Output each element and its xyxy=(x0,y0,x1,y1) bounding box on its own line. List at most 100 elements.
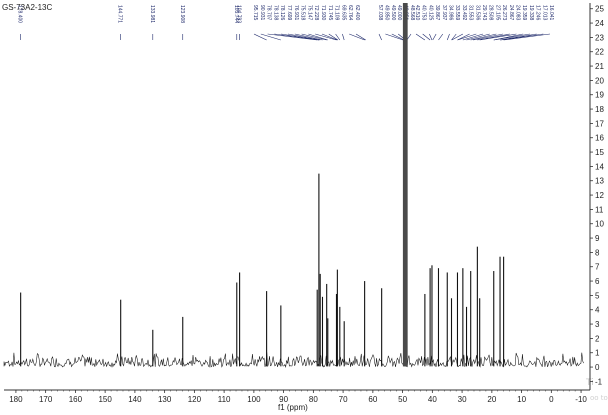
peak-label-leader xyxy=(321,33,338,41)
peak-label: 42.510 xyxy=(414,5,420,21)
y-tick-label: 20 xyxy=(595,76,604,85)
x-tick-label: 180 xyxy=(9,395,23,404)
peak-label: 19.359 xyxy=(521,5,527,21)
y-tick-label: 4 xyxy=(595,306,600,315)
x-tick-label: 90 xyxy=(279,395,288,404)
peak-label: 40.753 xyxy=(421,5,427,21)
peak-label: 69.635 xyxy=(340,5,346,21)
y-tick-label: 2 xyxy=(595,334,600,343)
y-tick-label: 24 xyxy=(595,19,604,28)
x-tick-label: 120 xyxy=(188,395,202,404)
x-tick-label: 150 xyxy=(98,395,112,404)
x-tick-label: 50 xyxy=(398,395,407,404)
peak-label: 28.508 xyxy=(488,5,494,21)
peak-label: 144.771 xyxy=(117,5,123,23)
x-tick-label: -10 xyxy=(575,395,587,404)
x-tick-label: 130 xyxy=(158,395,172,404)
x-tick-label: 170 xyxy=(39,395,53,404)
x-tick-label: 30 xyxy=(458,395,467,404)
peak-label: 78.707 xyxy=(266,5,272,21)
peak-label: 48.568 xyxy=(409,5,415,21)
peak-label: 133.981 xyxy=(149,5,155,23)
peak-label: 76.931 xyxy=(293,5,299,21)
peak-label: 26.273 xyxy=(501,5,507,21)
peak-label: 78.126 xyxy=(279,5,285,21)
peak-label-leader xyxy=(328,33,339,41)
peak-label: 104.793 xyxy=(236,5,242,23)
peak-label-leader xyxy=(432,33,437,41)
peak-label-leader xyxy=(429,33,433,41)
x-tick-label: 80 xyxy=(309,395,318,404)
x-axis-title: f1 (ppm) xyxy=(278,403,308,412)
baseline-noise-trace xyxy=(3,352,584,368)
watermark-logo-small: oo to xyxy=(590,394,608,402)
peak-label: 105.744 xyxy=(233,5,239,23)
peak-label: 71.745 xyxy=(327,5,333,21)
peak-label: 27.105 xyxy=(494,5,500,21)
peak-label-leader xyxy=(466,33,490,41)
solvent-peak-band xyxy=(402,3,408,367)
spectrum-title: GS-73A2-13C xyxy=(2,3,53,12)
x-tick-label: 10 xyxy=(517,395,526,404)
y-tick-label: 25 xyxy=(595,5,604,14)
peak-label: 16.041 xyxy=(548,5,554,21)
x-tick-label: 0 xyxy=(549,395,554,404)
peak-label-leader xyxy=(378,33,382,41)
x-tick-label: 60 xyxy=(368,395,377,404)
peak-label-leader xyxy=(315,33,337,41)
peak-label-leader xyxy=(267,33,318,41)
baseline-noise xyxy=(3,352,584,368)
peak-label: 71.930 xyxy=(320,5,326,21)
peak-label: 29.743 xyxy=(481,5,487,21)
peak-label-leader xyxy=(301,33,327,41)
peak-label-leader xyxy=(253,33,267,41)
peak-label: 49.000 xyxy=(396,5,402,21)
y-tick-label: 3 xyxy=(595,320,600,329)
peak-label: 72.228 xyxy=(313,5,319,21)
peak-label: 31.536 xyxy=(474,5,480,21)
peak-label: 90.931 xyxy=(259,5,265,21)
peak-label: 78.138 xyxy=(272,5,278,21)
peak-label-leader xyxy=(342,33,345,41)
x-axis: 180 170 160 150 140 130 120 110 100 90 80 70 60 50 40 3… xyxy=(9,390,587,404)
peak-label: 24.083 xyxy=(515,5,521,21)
y-tick-label: 8 xyxy=(595,248,600,257)
x-tick-label: 140 xyxy=(128,395,142,404)
peak-label-leader xyxy=(457,33,470,41)
x-tick-label: 110 xyxy=(218,395,231,404)
peak-label: 31.553 xyxy=(468,5,474,21)
peak-label-leader xyxy=(470,33,497,41)
peak-label: 49.500 xyxy=(390,5,396,21)
peak-group xyxy=(20,3,505,367)
x-tick-label: 100 xyxy=(247,395,261,404)
peak-label-leader xyxy=(260,33,281,41)
y-tick-label: 16 xyxy=(595,134,604,143)
peak-label-leader xyxy=(335,33,341,41)
peak-label-leader xyxy=(308,33,328,41)
peak-label: 49.850 xyxy=(383,5,389,21)
y-tick-label: 1 xyxy=(595,349,600,358)
peak-label-leader xyxy=(281,33,319,41)
peak-label-leader xyxy=(422,33,431,41)
y-tick-label: 11 xyxy=(595,205,604,214)
y-tick-label: 19 xyxy=(595,91,604,100)
y-tick-label: 14 xyxy=(595,162,604,171)
x-tick-label: 160 xyxy=(69,395,83,404)
y-tick-label: -1 xyxy=(595,377,603,386)
peak-label-leader xyxy=(391,33,405,41)
peak-label: 39.867 xyxy=(434,5,440,21)
peak-label: 33.492 xyxy=(461,5,467,21)
y-tick-label: 22 xyxy=(595,48,604,57)
peak-label: 17.013 xyxy=(541,5,547,21)
peak-label-group: 178.400 144.771 133.981 123.908 105.744104.7… xyxy=(17,5,554,41)
peak-label: 24.867 xyxy=(508,5,514,21)
peak-label: 62.400 xyxy=(354,5,360,21)
peak-label: 17.246 xyxy=(535,5,541,21)
y-tick-label: 18 xyxy=(595,105,604,114)
peak-label-leader xyxy=(457,33,477,41)
peak-label-leader xyxy=(493,33,530,41)
y-tick-label: 17 xyxy=(595,119,604,128)
peak-label: 123.908 xyxy=(179,5,185,23)
peak-label-leader xyxy=(355,33,366,41)
x-tick-label: 70 xyxy=(339,395,348,404)
